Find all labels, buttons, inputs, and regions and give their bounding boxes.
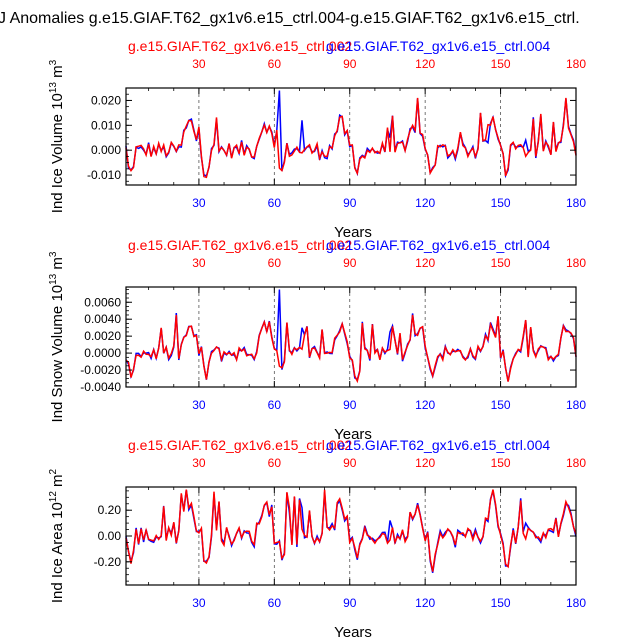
chart-ice-area: g.e15.GIAF.T62_gx1v6.e15_ctrl.002g.e15.G…	[48, 437, 586, 638]
x-tick-label-top: 60	[268, 256, 282, 270]
plot-frame	[125, 87, 577, 186]
x-axis-label: Years	[334, 224, 372, 241]
y-tick-label: 0.0060	[84, 295, 121, 309]
y-tick-label: 0.0040	[84, 312, 121, 326]
x-tick-label-bottom: 150	[491, 596, 511, 610]
x-tick-label-bottom: 120	[415, 196, 435, 210]
x-tick-label-top: 180	[566, 57, 586, 71]
y-tick-label: -0.010	[87, 168, 121, 182]
x-tick-label-bottom: 180	[566, 196, 586, 210]
y-label-exponent: 13	[48, 273, 59, 285]
x-tick-label-bottom: 120	[415, 596, 435, 610]
y-label-main: Ind Ice Area 10	[49, 502, 66, 603]
x-tick-label-bottom: 30	[192, 398, 206, 412]
chart-ice-volume: g.e15.GIAF.T62_gx1v6.e15_ctrl.002g.e15.G…	[48, 38, 586, 241]
x-axis-label: Years	[334, 426, 372, 443]
y-axis-label: Ind Ice Volume 1013 m3	[48, 59, 66, 213]
series-line-red	[125, 97, 577, 179]
y-label-unit: m	[49, 257, 66, 274]
y-label-main: Ind Snow Volume 10	[49, 285, 66, 423]
x-tick-label-top: 120	[415, 456, 435, 470]
x-tick-label-bottom: 90	[343, 196, 357, 210]
x-tick-label-top: 150	[491, 57, 511, 71]
x-tick-label-top: 180	[566, 456, 586, 470]
y-tick-label: 0.020	[91, 93, 121, 107]
x-tick-label-bottom: 150	[491, 398, 511, 412]
y-label-unit-exponent: 3	[48, 59, 59, 65]
x-axis-label: Years	[334, 624, 372, 638]
x-tick-label-bottom: 180	[566, 596, 586, 610]
legend-title-blue: g.e15.GIAF.T62_gx1v6.e15_ctrl.004	[326, 237, 550, 253]
y-tick-label: 0.00	[98, 529, 122, 543]
legend-title-blue: g.e15.GIAF.T62_gx1v6.e15_ctrl.004	[326, 38, 550, 54]
y-tick-label: -0.0020	[80, 363, 121, 377]
y-label-unit-exponent: 2	[48, 468, 59, 474]
x-tick-label-bottom: 90	[343, 398, 357, 412]
y-tick-label: -0.0040	[80, 380, 121, 394]
x-tick-label-top: 60	[268, 57, 282, 71]
x-tick-label-bottom: 30	[192, 196, 206, 210]
y-tick-label: 0.20	[98, 503, 122, 517]
y-tick-label: 0.000	[91, 143, 121, 157]
x-tick-label-bottom: 90	[343, 596, 357, 610]
y-label-exponent: 12	[48, 491, 59, 503]
y-label-main: Ind Ice Volume 10	[49, 93, 66, 213]
x-tick-label-top: 120	[415, 256, 435, 270]
chart-panels: g.e15.GIAF.T62_gx1v6.e15_ctrl.002g.e15.G…	[48, 38, 586, 638]
legend-title-blue: g.e15.GIAF.T62_gx1v6.e15_ctrl.004	[326, 437, 550, 453]
x-tick-label-bottom: 60	[268, 398, 282, 412]
plot-frame	[125, 486, 577, 586]
y-label-unit-exponent: 3	[48, 251, 59, 257]
x-tick-label-top: 60	[268, 456, 282, 470]
y-label-exponent: 13	[48, 82, 59, 94]
plot-frame	[125, 286, 577, 388]
y-tick-label: 0.0000	[84, 346, 121, 360]
x-tick-label-top: 30	[192, 57, 206, 71]
series-line-red	[125, 489, 577, 572]
x-tick-label-bottom: 30	[192, 596, 206, 610]
x-tick-label-bottom: 150	[491, 196, 511, 210]
chart-snow-volume: g.e15.GIAF.T62_gx1v6.e15_ctrl.002g.e15.G…	[48, 237, 586, 443]
x-tick-label-bottom: 120	[415, 398, 435, 412]
x-tick-label-bottom: 60	[268, 596, 282, 610]
page-title: J Anomalies g.e15.GIAF.T62_gx1v6.e15_ctr…	[0, 10, 580, 27]
x-tick-label-top: 90	[343, 456, 357, 470]
y-axis-label: Ind Snow Volume 1013 m3	[48, 251, 66, 422]
x-tick-label-top: 90	[343, 256, 357, 270]
legend-title-red: g.e15.GIAF.T62_gx1v6.e15_ctrl.002	[128, 437, 352, 453]
legend-title-red: g.e15.GIAF.T62_gx1v6.e15_ctrl.002	[128, 38, 352, 54]
x-tick-label-top: 90	[343, 57, 357, 71]
legend-title-red: g.e15.GIAF.T62_gx1v6.e15_ctrl.002	[128, 237, 352, 253]
y-label-unit: m	[49, 65, 66, 82]
x-tick-label-top: 120	[415, 57, 435, 71]
x-tick-label-top: 150	[491, 256, 511, 270]
y-tick-label: 0.010	[91, 118, 121, 132]
series-line-red	[125, 314, 577, 384]
x-tick-label-top: 30	[192, 456, 206, 470]
x-tick-label-top: 30	[192, 256, 206, 270]
x-tick-label-top: 150	[491, 456, 511, 470]
x-tick-label-bottom: 180	[566, 398, 586, 412]
x-tick-label-bottom: 60	[268, 196, 282, 210]
x-tick-label-top: 180	[566, 256, 586, 270]
y-axis-label: Ind Ice Area 1012 m2	[48, 468, 66, 603]
y-tick-label: -0.20	[94, 555, 122, 569]
y-tick-label: 0.0020	[84, 329, 121, 343]
y-label-unit: m	[49, 474, 66, 491]
